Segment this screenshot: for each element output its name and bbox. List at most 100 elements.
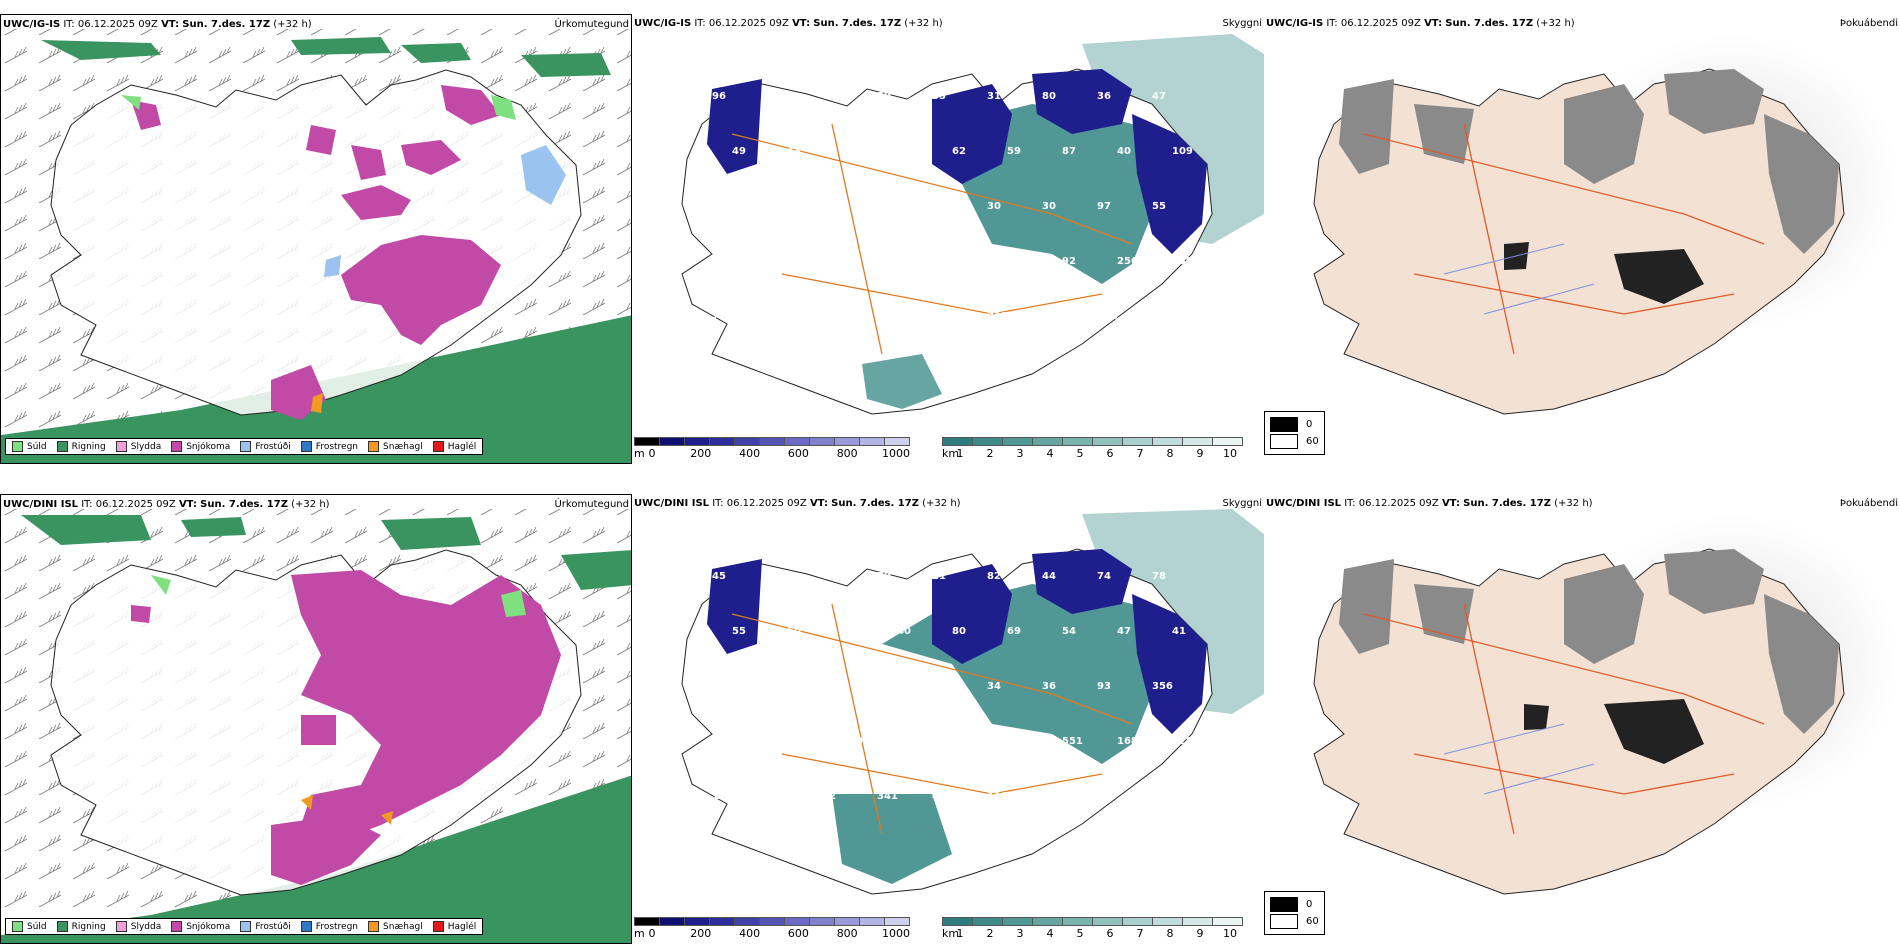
- colorbar-swatch: [973, 917, 1003, 926]
- ceiling-value-label: 78: [767, 571, 781, 582]
- ceiling-value-label: 37: [822, 681, 836, 692]
- ceiling-value-label: 96: [712, 91, 726, 102]
- legend-swatch: [368, 921, 380, 932]
- fog-map: [1313, 34, 1900, 415]
- colorbar-tick: 1000: [882, 447, 910, 460]
- ceiling-value-label: 30: [932, 681, 946, 692]
- panel-title: UWC/DINI ISL IT: 06.12.2025 09Z VT: Sun.…: [634, 498, 961, 509]
- ceiling-value-label: 50: [897, 146, 911, 157]
- precip-type-map: [1, 29, 631, 463]
- legend-swatch: [171, 441, 183, 452]
- colorbar-swatch: [885, 437, 910, 446]
- panel-label: Þokuábendi: [1839, 18, 1898, 29]
- ceiling-value-label: 50: [877, 201, 891, 212]
- legend-swatch: [56, 921, 68, 932]
- colorbar-swatch: [810, 437, 835, 446]
- colorbar-tick: 2: [986, 927, 994, 940]
- colorbar-tick: 2: [986, 447, 994, 460]
- precip-type-map: [1, 509, 631, 943]
- ceiling-value-label: 53: [787, 256, 801, 267]
- ceiling-value-label: 30: [1042, 201, 1056, 212]
- ceiling-value-label: 63: [767, 311, 781, 322]
- colorbar-tick: 600: [787, 447, 809, 460]
- colorbar-tick: 4: [1046, 927, 1054, 940]
- colorbar-swatch: [1123, 917, 1153, 926]
- colorbar-swatch: [1183, 437, 1213, 446]
- colorbar-swatch: [1153, 917, 1183, 926]
- ceiling-value-label: 36: [1152, 311, 1166, 322]
- ceiling-value-label: 48: [767, 681, 781, 692]
- fog-panel-top: UWC/IG-IS IT: 06.12.2025 09Z VT: Sun. 7.…: [1264, 14, 1900, 464]
- fog-legend-item: 0: [1270, 897, 1319, 912]
- legend-item: Rigning: [56, 441, 106, 452]
- colorbar-swatch: [710, 917, 735, 926]
- ceiling-value-label: 75: [952, 256, 966, 267]
- ceiling-value-label: 80: [952, 626, 966, 637]
- colorbar-swatch: [685, 437, 710, 446]
- colorbar-swatch: [735, 917, 760, 926]
- colorbar-swatch: [1003, 437, 1033, 446]
- legend-item: Slydda: [115, 441, 161, 452]
- colorbar-tick: 0: [648, 927, 656, 940]
- colorbar-tick: 6: [1106, 927, 1114, 940]
- colorbar-swatch: [1093, 917, 1123, 926]
- colorbar-swatch: [760, 917, 785, 926]
- ceiling-value-label: 213: [987, 311, 1008, 322]
- ceiling-value-label: 312: [1042, 311, 1063, 322]
- ceiling-value-labels: 45 78 69 79 21 82 44 74 78 55 60 34 40 80 69 54 47 41 47 48…: [712, 571, 1193, 802]
- colorbar-tick: 800: [836, 447, 858, 460]
- legend-item: Snæhagl: [368, 441, 423, 452]
- ceiling-value-label: 47: [1117, 626, 1131, 637]
- height-colorbar: m 0 200 400 600 800 1000: [634, 437, 934, 460]
- ceiling-value-label: 19: [932, 311, 946, 322]
- colorbar-swatch: [973, 437, 1003, 446]
- ceiling-value-label: 62: [767, 791, 781, 802]
- colorbar-swatch: [1183, 917, 1213, 926]
- colorbar-tick: 7: [1136, 927, 1144, 940]
- ceiling-value-label: 93: [1097, 681, 1111, 692]
- colorbar-swatch: [710, 437, 735, 446]
- panel-title: UWC/DINI ISL IT: 06.12.2025 09Z VT: Sun.…: [1266, 498, 1593, 509]
- ceiling-value-label: 77: [712, 311, 726, 322]
- colorbar-unit: m: [634, 927, 645, 940]
- ceiling-value-label: 53: [842, 146, 856, 157]
- fog-legend: 0 60: [1264, 891, 1325, 935]
- fog-legend-item: 60: [1270, 914, 1319, 929]
- ceiling-value-label: 92: [1062, 256, 1076, 267]
- legend-item: Súld: [12, 921, 47, 932]
- colorbar-tick: 5: [1076, 447, 1084, 460]
- ceiling-value-label: 151: [787, 736, 808, 747]
- ceiling-value-label: 47: [712, 681, 726, 692]
- legend-swatch: [171, 921, 183, 932]
- colorbar-swatch: [634, 437, 660, 446]
- ceiling-value-label: 110: [987, 791, 1008, 802]
- ceiling-value-label: 41: [877, 681, 891, 692]
- colorbar-swatch: [1093, 437, 1123, 446]
- ceiling-value-label: 49: [732, 146, 746, 157]
- ceiling-value-label: 72: [822, 791, 836, 802]
- colorbar-swatch: [835, 437, 860, 446]
- height-colorbar-ticks: m 0 200 400 600 800 1000: [634, 446, 934, 460]
- ceiling-value-label: 39: [822, 201, 836, 212]
- ceiling-value-label: 62: [952, 146, 966, 157]
- visibility-colorbar: km 1 2 3 4 5 6 7 8 9 10: [942, 437, 1262, 460]
- height-colorbar-swatches: [634, 917, 934, 926]
- ceiling-value-label: 145: [897, 736, 918, 747]
- panel-title: UWC/IG-IS IT: 06.12.2025 09Z VT: Sun. 7.…: [634, 18, 943, 29]
- colorbar-tick: 9: [1196, 447, 1204, 460]
- fog-legend-swatch: [1270, 897, 1298, 912]
- legend-item: Frostregn: [300, 441, 358, 452]
- colorbar-tick: 3: [1016, 927, 1024, 940]
- colorbar-swatch: [1033, 437, 1063, 446]
- colorbar-tick: 0: [648, 447, 656, 460]
- ceiling-value-label: 57: [767, 91, 781, 102]
- colorbar-tick: 5: [1076, 927, 1084, 940]
- legend-item: Haglél: [432, 921, 476, 932]
- ceiling-value-label: 34: [842, 626, 856, 637]
- colorbar-tick: 400: [739, 927, 761, 940]
- legend-swatch: [368, 441, 380, 452]
- colorbar-tick: 800: [836, 927, 858, 940]
- ceiling-value-label: 195: [952, 736, 973, 747]
- panel-label: Úrkomutegund: [554, 19, 629, 30]
- precip-type-legend: Súld Rigning Slydda Snjókoma Frostúði Fr…: [5, 438, 484, 455]
